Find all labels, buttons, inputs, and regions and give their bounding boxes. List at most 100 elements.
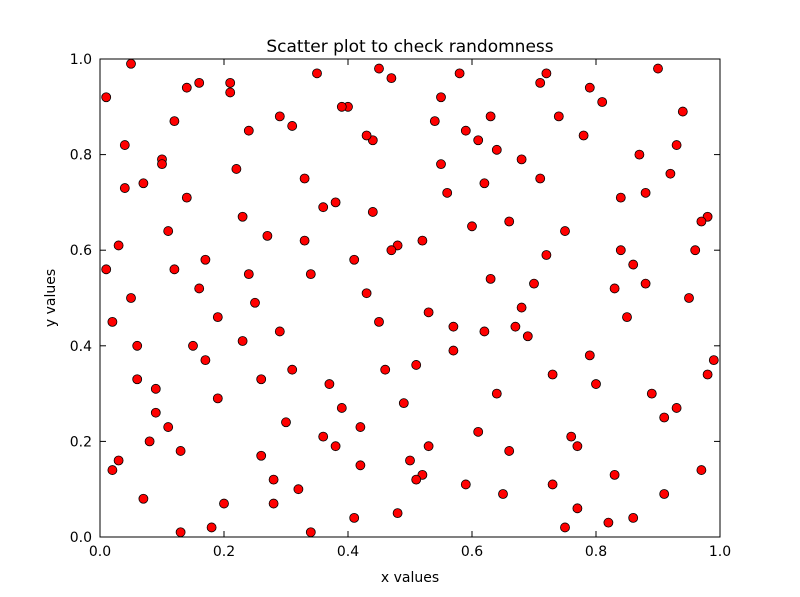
point bbox=[330, 197, 341, 208]
point bbox=[268, 498, 279, 509]
x-tick-label: 0.8 bbox=[585, 544, 607, 560]
point bbox=[101, 264, 112, 275]
point bbox=[659, 489, 670, 499]
point bbox=[206, 522, 217, 533]
point bbox=[188, 340, 198, 351]
point bbox=[157, 159, 167, 170]
point bbox=[677, 106, 688, 117]
point bbox=[436, 92, 446, 103]
y-tick-label: 0.4 bbox=[70, 339, 92, 355]
point bbox=[256, 374, 267, 385]
point bbox=[597, 97, 608, 107]
point bbox=[318, 431, 329, 442]
point bbox=[200, 254, 211, 265]
point bbox=[330, 441, 341, 452]
point bbox=[132, 374, 143, 385]
point bbox=[107, 316, 118, 327]
point bbox=[473, 135, 484, 146]
point bbox=[237, 211, 248, 222]
point bbox=[287, 121, 298, 131]
point bbox=[572, 441, 583, 452]
point bbox=[640, 278, 651, 289]
point bbox=[324, 379, 335, 389]
point bbox=[560, 226, 570, 236]
y-tick-label: 0.2 bbox=[70, 434, 92, 450]
point bbox=[256, 450, 267, 461]
point bbox=[237, 336, 248, 346]
point bbox=[119, 183, 130, 193]
point bbox=[690, 245, 701, 256]
point bbox=[367, 207, 378, 217]
point bbox=[132, 340, 143, 351]
point bbox=[287, 364, 298, 375]
point bbox=[411, 360, 422, 370]
point bbox=[609, 283, 620, 294]
point bbox=[281, 417, 291, 428]
point bbox=[274, 111, 285, 122]
point bbox=[305, 527, 316, 538]
point bbox=[194, 283, 205, 294]
point bbox=[671, 403, 682, 413]
point bbox=[299, 173, 310, 184]
point bbox=[349, 512, 360, 523]
point bbox=[250, 297, 260, 308]
point bbox=[454, 68, 465, 79]
point bbox=[634, 149, 645, 160]
point bbox=[274, 326, 285, 337]
x-tick-label: 0.2 bbox=[213, 544, 235, 560]
point bbox=[138, 178, 149, 189]
point bbox=[547, 369, 558, 380]
point bbox=[696, 216, 707, 227]
point bbox=[436, 159, 446, 170]
point bbox=[113, 240, 124, 251]
point bbox=[591, 379, 601, 389]
point bbox=[535, 173, 546, 184]
point bbox=[163, 422, 174, 432]
point bbox=[696, 465, 707, 475]
point bbox=[212, 312, 223, 323]
point bbox=[374, 63, 384, 74]
point bbox=[429, 116, 440, 127]
x-tick-label: 0.4 bbox=[337, 544, 359, 560]
point bbox=[584, 82, 595, 93]
point bbox=[560, 522, 570, 533]
point bbox=[473, 426, 484, 437]
point bbox=[336, 101, 347, 112]
point bbox=[101, 92, 112, 103]
point bbox=[702, 369, 713, 380]
point bbox=[349, 254, 360, 265]
point bbox=[584, 350, 595, 361]
point bbox=[392, 508, 403, 518]
point bbox=[615, 245, 626, 256]
point bbox=[355, 460, 366, 471]
point bbox=[708, 355, 719, 366]
chart-title: Scatter plot to check randomness bbox=[266, 37, 553, 57]
x-tick-label: 1.0 bbox=[709, 544, 731, 560]
point bbox=[498, 489, 508, 499]
point bbox=[609, 469, 620, 480]
point bbox=[491, 388, 502, 399]
point bbox=[572, 503, 583, 514]
x-tick-label: 0.6 bbox=[461, 544, 483, 560]
y-tick-label: 0.0 bbox=[70, 530, 92, 546]
point bbox=[522, 331, 533, 342]
point bbox=[175, 446, 186, 456]
point bbox=[374, 316, 384, 327]
point bbox=[150, 407, 161, 418]
point bbox=[665, 168, 676, 179]
point bbox=[361, 130, 372, 141]
point bbox=[485, 273, 496, 284]
point bbox=[448, 321, 459, 332]
point bbox=[138, 493, 149, 504]
point bbox=[646, 388, 657, 399]
point bbox=[318, 202, 329, 213]
point bbox=[150, 383, 161, 394]
point bbox=[510, 321, 521, 332]
point bbox=[305, 269, 316, 280]
point bbox=[312, 68, 322, 79]
point bbox=[535, 78, 546, 88]
point bbox=[479, 178, 490, 189]
point bbox=[336, 403, 347, 413]
